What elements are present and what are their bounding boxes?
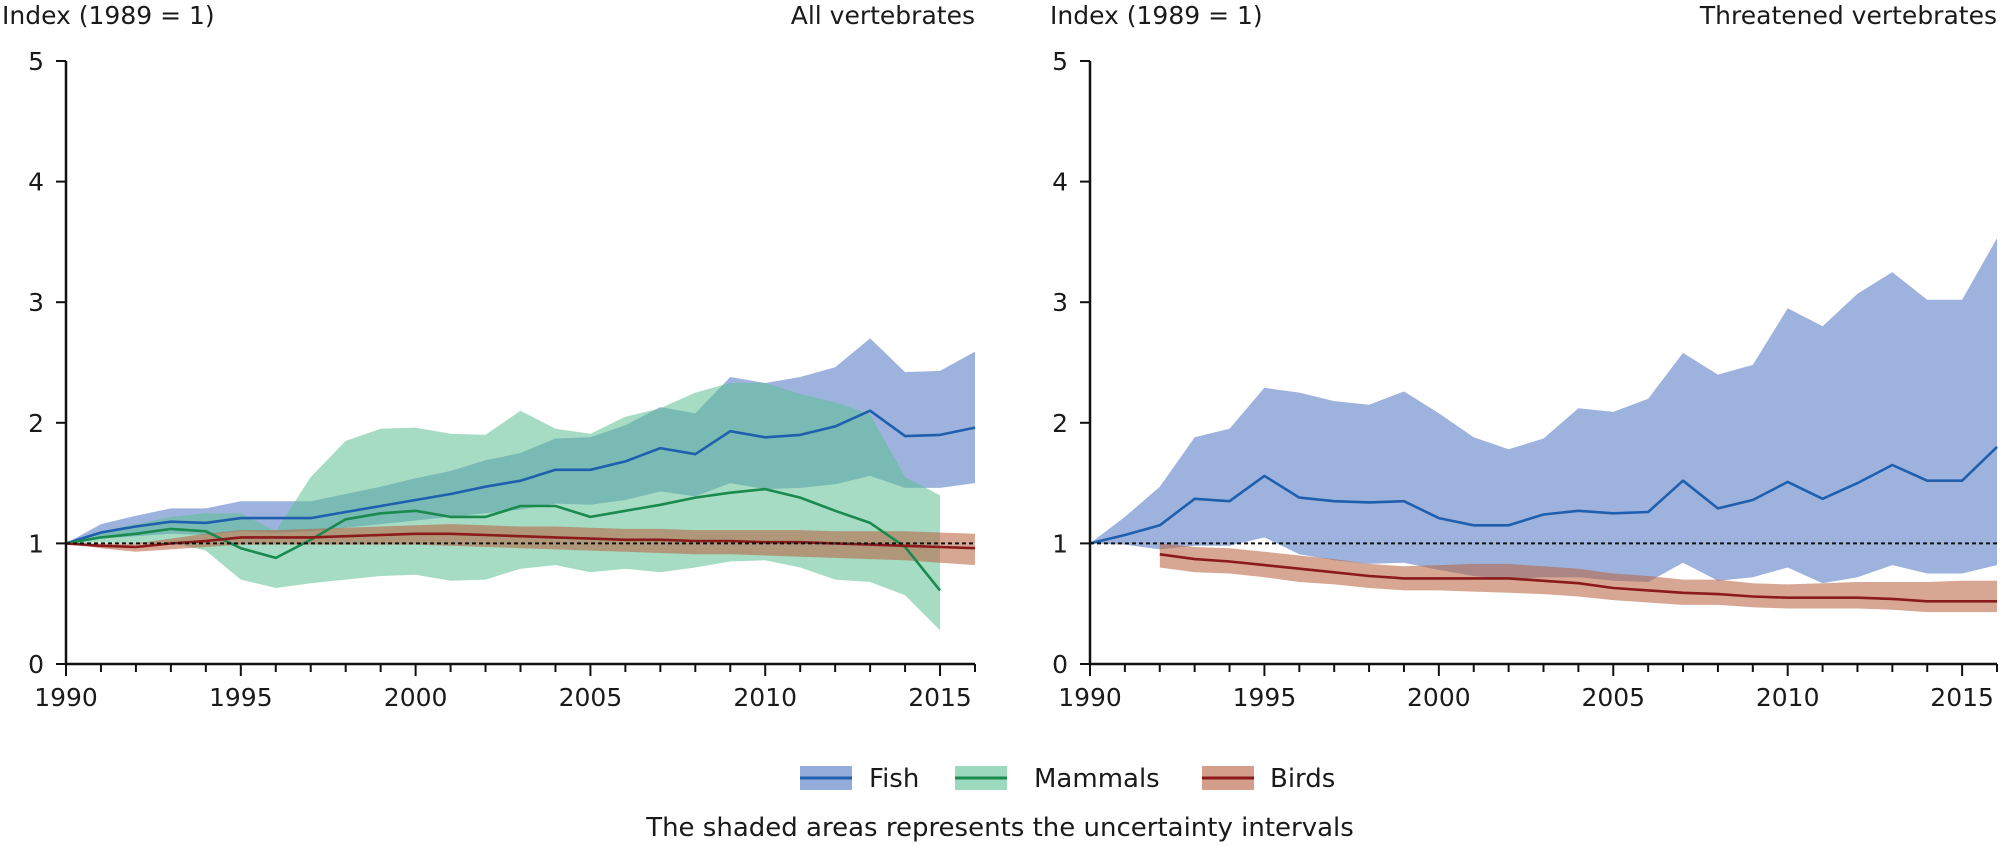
panel-title: All vertebrates [791,1,975,30]
y-tick-label: 4 [1052,168,1068,197]
y-tick-label: 0 [1052,650,1068,679]
y-tick-label: 1 [1052,529,1068,558]
panel-title: Threatened vertebrates [1699,1,1997,30]
y-axis-title: Index (1989 = 1) [1050,1,1263,30]
x-tick-label: 2005 [1581,683,1645,712]
series-line-fish [65,409,976,545]
y-axis-title: Index (1989 = 1) [2,1,215,30]
y-tick-label: 5 [1052,47,1068,76]
x-tick-label: 1995 [1233,683,1297,712]
uncertainty-bands [66,338,975,631]
x-tick-label: 1995 [209,683,273,712]
band-birds [66,524,975,566]
y-tick-label: 2 [28,409,44,438]
series-line-birds [1159,553,1997,603]
x-tick-label: 2000 [1407,683,1471,712]
axes: 0 1 2 3 4 5 1990 1995 2000 2005 2010 2015 [1052,47,1998,712]
y-tick-label: 4 [28,168,44,197]
x-tick-label: 2010 [733,683,797,712]
uncertainty-bands [1090,238,1997,613]
legend-item-birds: Birds [1202,764,1335,794]
series-lines [1089,445,1998,603]
series-line-fish [1089,445,1998,545]
band-fish [1090,238,1997,584]
legend-label: Mammals [1034,764,1160,794]
axes: 0 1 2 3 4 5 1990 1995 2000 2005 2010 2015 [28,47,976,712]
legend-label: Birds [1270,764,1335,794]
x-tick-label: 1990 [1058,683,1122,712]
legend: Fish Mammals Birds The shaded areas repr… [645,764,1354,843]
series-line-mammals [65,487,942,592]
band-birds [1159,543,1997,613]
x-tick-label: 2015 [1930,683,1994,712]
footnote: The shaded areas represents the uncertai… [645,813,1354,843]
legend-label: Fish [869,764,919,794]
panel-all-vertebrates: Index (1989 = 1) All vertebrates 0 1 2 3 4 5 1… [2,1,976,712]
y-tick-label: 1 [28,529,44,558]
y-tick-label: 0 [28,650,44,679]
x-tick-label: 2005 [559,683,623,712]
y-tick-label: 3 [28,288,44,317]
x-tick-label: 2000 [384,683,448,712]
panel-threatened-vertebrates: Index (1989 = 1) Threatened vertebrates … [1050,1,1998,712]
x-tick-label: 1990 [34,683,98,712]
x-tick-label: 2015 [908,683,972,712]
band-mammals [66,383,940,631]
y-tick-label: 3 [1052,288,1068,317]
legend-item-mammals: Mammals [955,764,1160,794]
legend-item-fish: Fish [800,764,919,794]
y-tick-label: 5 [28,47,44,76]
x-tick-label: 2010 [1756,683,1820,712]
y-tick-label: 2 [1052,409,1068,438]
